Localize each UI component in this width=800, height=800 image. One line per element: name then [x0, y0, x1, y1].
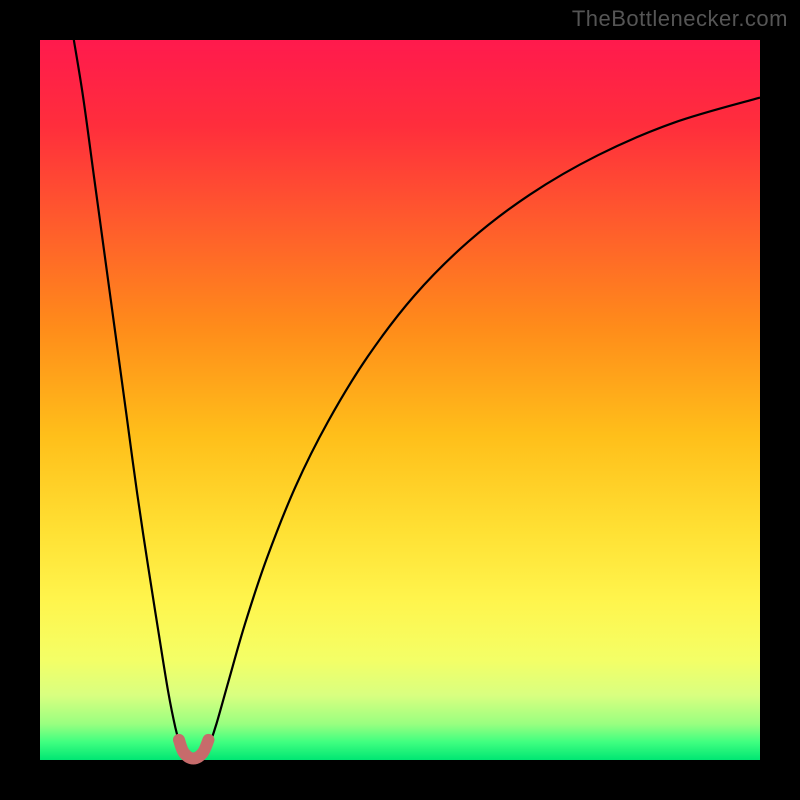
plot-background-gradient	[40, 40, 760, 760]
chart-root: TheBottlenecker.com	[0, 0, 800, 800]
watermark-text: TheBottlenecker.com	[572, 6, 788, 32]
chart-svg	[0, 0, 800, 800]
